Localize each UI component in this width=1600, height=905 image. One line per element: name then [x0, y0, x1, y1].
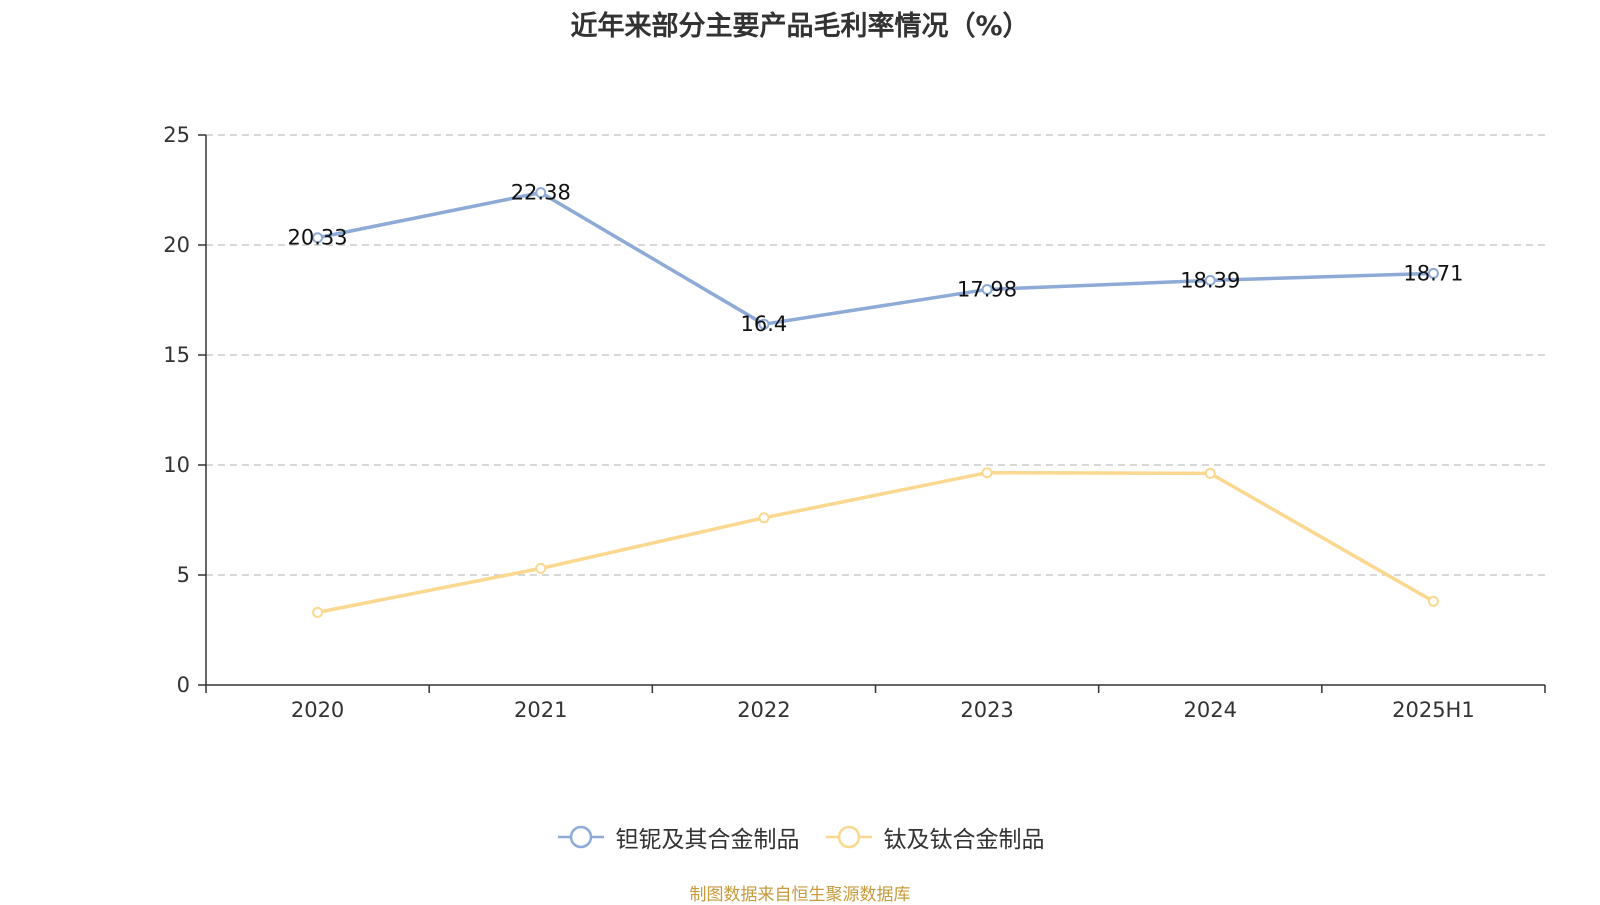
- grid-lines: [206, 134, 1545, 576]
- legend-label: 钛及钛合金制品: [883, 827, 1045, 853]
- series-lines: [312, 187, 1439, 618]
- data-point: [758, 318, 770, 330]
- data-label: 18.39: [1180, 268, 1240, 292]
- y-tick-label: 20: [163, 233, 190, 257]
- data-point: [1427, 267, 1439, 279]
- data-label: 22.38: [511, 181, 571, 205]
- y-tick-label: 10: [163, 453, 190, 477]
- data-point: [758, 512, 770, 524]
- legend-marker-icon: [557, 825, 604, 849]
- data-point: [1204, 467, 1216, 479]
- y-tick-label: 15: [163, 343, 190, 367]
- axes: 0 5 10 15 20 25 2020 2021 2022 2023 2024 2025H1: [163, 123, 1546, 722]
- x-tick-label: 2024: [1184, 698, 1237, 722]
- data-label: 17.98: [957, 277, 1017, 301]
- data-label: 16.4: [741, 312, 788, 336]
- legend: 钽铌及其合金制品 钛及钛合金制品: [0, 820, 1600, 854]
- chart-title: 近年来部分主要产品毛利率情况（%）: [570, 11, 1030, 42]
- legend-item-1[interactable]: 钽铌及其合金制品: [556, 820, 800, 854]
- source-note: 制图数据来自恒生聚源数据库: [689, 885, 911, 905]
- data-point: [535, 187, 547, 199]
- data-labels: 20.33 22.38 16.4 17.98 18.39 18.71: [288, 181, 1464, 337]
- line-chart: 0 5 10 15 20 25 2020 2021 2022 2023 2024 2025H1 20.…: [163, 123, 1546, 722]
- data-point: [981, 283, 993, 295]
- x-tick-label: 2020: [291, 698, 344, 722]
- data-point: [1427, 595, 1439, 607]
- data-label: 18.71: [1403, 261, 1463, 285]
- legend-item-2[interactable]: 钛及钛合金制品: [824, 820, 1045, 854]
- legend-label: 钽铌及其合金制品: [615, 827, 800, 853]
- series-line-2: [317, 470, 1435, 615]
- y-tick-label: 5: [177, 563, 190, 587]
- data-point: [312, 606, 324, 618]
- data-point: [1204, 274, 1216, 286]
- data-point: [981, 467, 993, 479]
- data-point: [312, 232, 324, 244]
- legend-marker-icon: [825, 825, 872, 849]
- y-tick-label: 25: [163, 123, 190, 147]
- y-tick-label: 0: [177, 673, 190, 697]
- series-line-1: [317, 190, 1434, 326]
- x-tick-label: 2022: [737, 698, 790, 722]
- x-tick-label: 2021: [514, 698, 567, 722]
- data-point: [535, 562, 547, 574]
- x-tick-label: 2025H1: [1392, 698, 1475, 722]
- x-tick-label: 2023: [960, 698, 1013, 722]
- data-label: 20.33: [288, 226, 348, 250]
